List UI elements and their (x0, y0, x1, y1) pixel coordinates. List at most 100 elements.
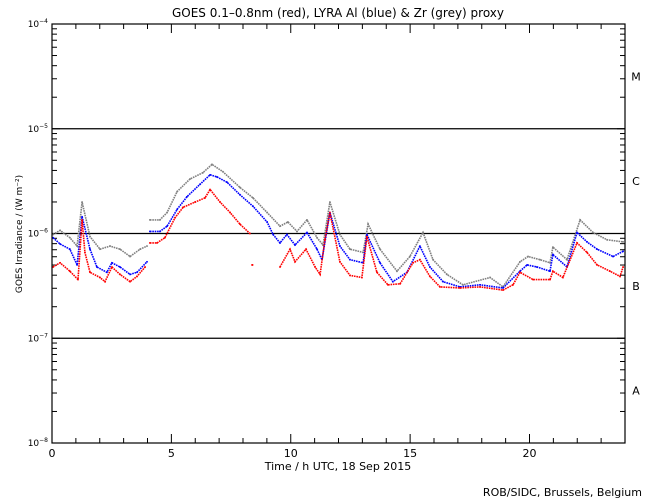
data-point (89, 271, 91, 274)
data-point (549, 270, 551, 273)
data-point (129, 255, 131, 258)
series-lyra-zr-proxy (52, 163, 624, 289)
data-point (149, 242, 151, 244)
data-point (366, 233, 368, 236)
x-tick-labels: 0 5 10 15 20 (49, 447, 537, 460)
data-point (204, 197, 206, 199)
data-point (316, 248, 318, 251)
data-point (459, 286, 461, 288)
flare-class-label: C (632, 175, 640, 188)
data-point (69, 270, 71, 273)
y-tick-label: 10−5 (28, 123, 48, 135)
data-point (239, 223, 241, 225)
y-tick-exponent: −4 (39, 18, 48, 25)
data-point (211, 163, 213, 166)
x-tick-label: 0 (49, 447, 56, 460)
data-point (379, 248, 381, 251)
data-point (387, 284, 389, 286)
data-point (119, 266, 121, 268)
data-point (324, 238, 326, 241)
data-point (96, 266, 98, 268)
data-point (146, 260, 148, 263)
data-point (149, 219, 151, 221)
class-lines (52, 128, 625, 339)
y-tick-labels: 10−410−510−610−710−8 (28, 18, 48, 449)
x-tick-label: 5 (168, 447, 175, 460)
flare-class-label: M (631, 70, 641, 83)
data-point (52, 233, 54, 236)
y-tick-label: 10−7 (28, 332, 48, 344)
data-point (216, 176, 218, 178)
data-point (552, 246, 554, 248)
data-point (164, 236, 166, 239)
data-point (409, 255, 411, 258)
data-point (349, 248, 351, 251)
data-point (512, 284, 514, 286)
y-tick-base: 10 (28, 125, 40, 135)
x-tick-label: 15 (403, 447, 417, 460)
y-tick-base: 10 (28, 230, 40, 240)
data-point (612, 255, 614, 258)
data-point (552, 253, 554, 256)
series-line-segment (279, 212, 624, 291)
data-point (239, 186, 241, 189)
y-tick-exponent: −5 (39, 123, 48, 130)
data-point (76, 264, 78, 266)
series-line-segment (149, 163, 624, 289)
y-tick-base: 10 (28, 334, 40, 344)
data-point (119, 248, 121, 251)
y-axis-label: GOES Irradiance / (W m⁻²) (15, 175, 25, 293)
data-point (549, 278, 551, 281)
y-tick-label: 10−4 (28, 18, 48, 30)
data-point (622, 241, 624, 243)
data-point (156, 242, 158, 244)
data-point (526, 264, 528, 266)
data-point (532, 278, 534, 281)
data-point (209, 174, 211, 176)
series-group (52, 163, 624, 291)
data-point (502, 287, 504, 289)
flare-class-label: B (632, 280, 640, 293)
data-point (306, 219, 308, 221)
data-point (52, 266, 54, 268)
y-tick-label: 10−8 (28, 437, 48, 449)
data-point (52, 236, 54, 239)
data-point (287, 221, 289, 223)
data-point (419, 245, 421, 247)
series-goes-0-1-0-8nm (52, 188, 624, 291)
data-point (111, 266, 113, 268)
data-point (77, 278, 79, 281)
y-tick-exponent: −6 (39, 228, 48, 235)
data-point (166, 225, 168, 227)
data-point (59, 243, 61, 245)
data-point (502, 289, 504, 291)
flare-class-label: A (632, 385, 640, 398)
x-axis-label: Time / h UTC, 18 Sep 2015 (264, 460, 412, 473)
data-point (182, 206, 184, 209)
data-point (146, 245, 148, 247)
x-tick-label: 10 (284, 447, 298, 460)
y-tick-base: 10 (28, 20, 40, 30)
data-point (149, 230, 151, 233)
data-point (539, 258, 541, 261)
data-point (249, 232, 251, 235)
series-line-segment (52, 219, 146, 283)
data-point (376, 271, 378, 274)
y-tick-exponent: −7 (39, 332, 48, 339)
data-point (209, 188, 211, 191)
series-lyra-al-proxy (52, 173, 624, 289)
data-point (586, 251, 588, 254)
series-line-segment (149, 173, 624, 289)
y-tick-label: 10−6 (28, 228, 48, 240)
data-point (129, 280, 131, 283)
series-line-segment (52, 216, 148, 276)
series-line-segment (149, 188, 251, 244)
credit-text: ROB/SIDC, Brussels, Belgium (483, 486, 642, 499)
data-point (89, 248, 91, 251)
y-tick-base: 10 (28, 439, 40, 449)
data-point (459, 287, 461, 289)
y-tick-exponent: −8 (39, 437, 48, 444)
plot-frame (51, 23, 626, 444)
data-point (576, 231, 578, 234)
